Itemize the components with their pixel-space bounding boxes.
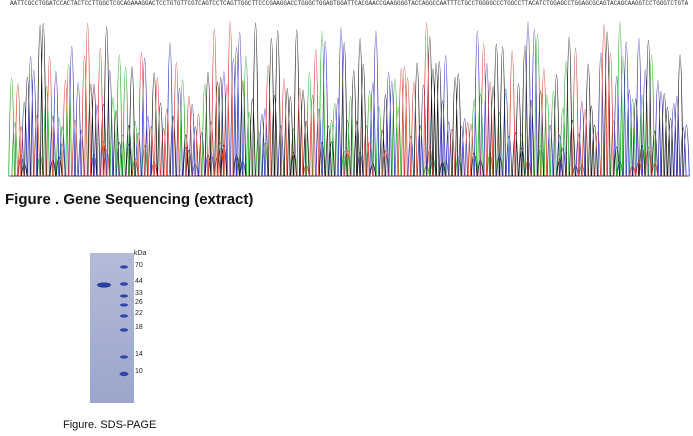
base-call-sequence: AATTCGCCTGGATCCACTACTCCTTGGCTCGCAGAAAGGA… (10, 0, 688, 7)
sds-page-caption: Figure. SDS-PAGE (63, 419, 157, 431)
trace-g (10, 22, 688, 177)
marker-lane (119, 265, 129, 377)
marker-band (120, 265, 128, 269)
marker-band (120, 328, 128, 332)
sds-page-gel-image (90, 253, 134, 403)
marker-band (120, 303, 128, 307)
marker-label-14: 14 (135, 351, 143, 358)
gel-bands (90, 253, 134, 403)
marker-label-26: 26 (135, 299, 143, 306)
marker-band (120, 282, 128, 286)
marker-band (120, 314, 128, 318)
sds-page-figure: kDa 70 44 33 26 22 18 14 10 (90, 250, 170, 405)
marker-band (120, 294, 128, 298)
marker-label-44: 44 (135, 278, 143, 285)
marker-label-22: 22 (135, 310, 143, 317)
trace-t (10, 21, 688, 177)
chromatogram-traces (8, 21, 690, 177)
marker-label-70: 70 (135, 262, 143, 269)
marker-label-33: 33 (135, 290, 143, 297)
chromatogram: AATTCGCCTGGATCCACTACTCCTTGGCTCGCAGAAAGGA… (0, 0, 693, 182)
marker-band (120, 355, 128, 359)
sample-band (97, 282, 111, 288)
marker-label-18: 18 (135, 324, 143, 331)
marker-band (119, 371, 129, 377)
kda-unit-label: kDa (134, 250, 147, 257)
marker-label-10: 10 (135, 368, 143, 375)
gene-sequencing-caption: Figure . Gene Sequencing (extract) (5, 191, 254, 208)
